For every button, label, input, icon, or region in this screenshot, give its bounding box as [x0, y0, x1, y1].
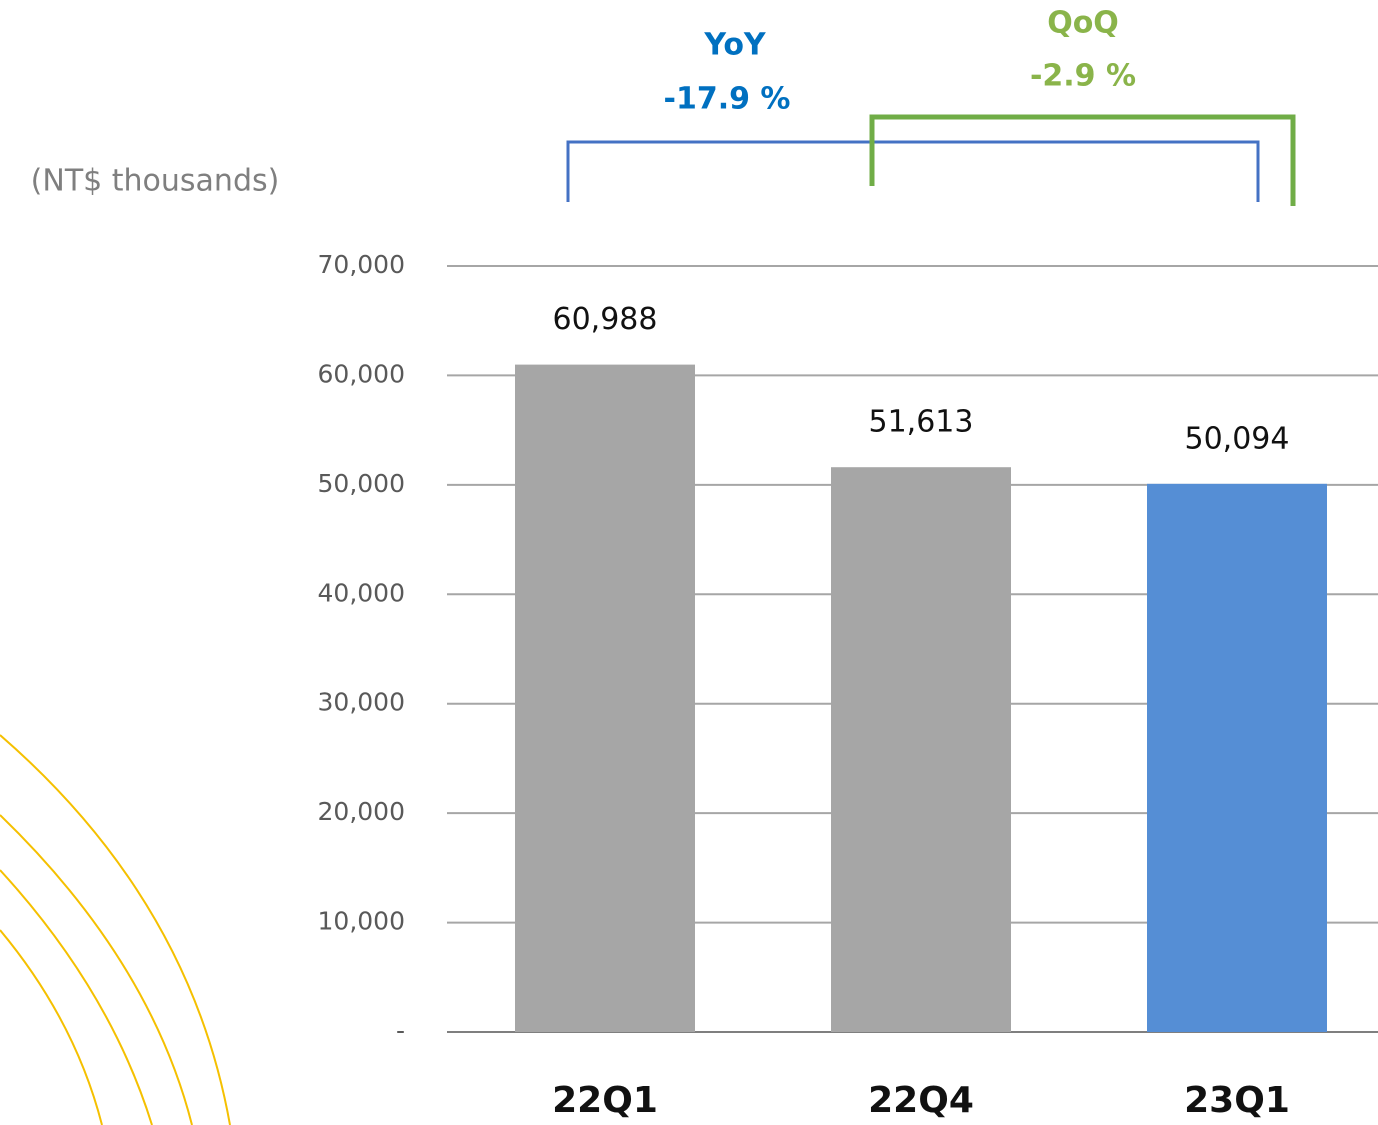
bar — [1147, 483, 1327, 1033]
axis-label: (NT$ thousands) — [31, 164, 280, 199]
value-label: 51,613 — [869, 405, 974, 440]
y-tick-label: 10,000 — [318, 907, 405, 936]
bar — [515, 364, 695, 1032]
decoration-arcs — [0, 734, 231, 1125]
annotation-value: -17.9 % — [664, 82, 791, 117]
y-tick-label: 70,000 — [318, 250, 405, 279]
value-label: 60,988 — [553, 302, 658, 337]
x-tick-label: 22Q1 — [552, 1080, 658, 1121]
bar — [831, 467, 1011, 1033]
yoy-bracket — [566, 140, 1260, 202]
qoq-bracket — [869, 114, 1296, 206]
x-tick-label: 22Q4 — [868, 1080, 974, 1121]
annotation-title: QoQ — [1047, 6, 1119, 41]
y-tick-label: 20,000 — [318, 797, 405, 826]
x-tick-label: 23Q1 — [1184, 1080, 1290, 1121]
annotation-value: -2.9 % — [1030, 59, 1136, 94]
y-tick-label: 50,000 — [318, 469, 405, 498]
y-tick-label: - — [396, 1016, 405, 1045]
y-tick-label: 30,000 — [318, 688, 405, 717]
y-tick-label: 40,000 — [318, 578, 405, 607]
annotation-title: YoY — [703, 28, 767, 63]
y-tick-label: 60,000 — [318, 359, 405, 388]
value-label: 50,094 — [1185, 421, 1290, 456]
